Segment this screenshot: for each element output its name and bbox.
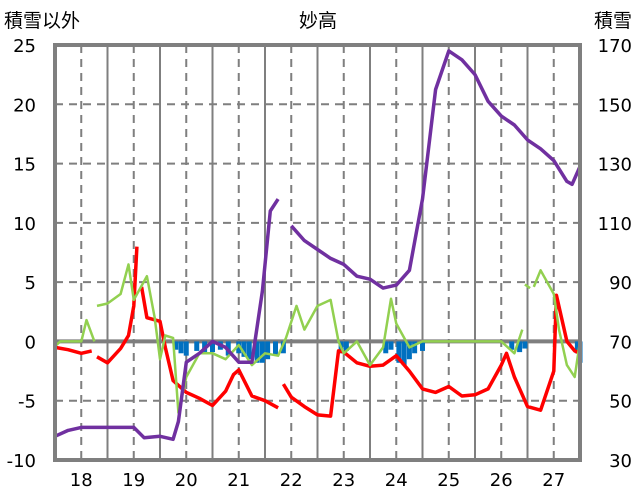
y-tick-label: 25 [13,36,36,57]
x-tick-label: 21 [227,470,250,491]
series-lines [54,49,582,442]
y2-tick-label: 90 [609,273,632,294]
precipitation-bar [173,341,179,350]
y2-tick-label: 50 [609,392,632,413]
precipitation-bar [236,341,242,354]
x-tick-label: 25 [437,470,460,491]
precipitation-bar [265,341,271,360]
precipitation-bar [241,341,247,357]
precipitation-bar [574,341,580,354]
precipitation-bar [210,341,215,353]
x-tick-label: 24 [385,470,408,491]
y-tick-label: -5 [18,392,36,413]
y2-tick-label: 150 [598,95,632,116]
precipitation-bar [517,341,523,353]
x-tick-label: 26 [490,470,513,491]
x-tick-label: 27 [542,470,565,491]
precipitation-bar [412,341,418,354]
precipitation-bar [509,341,515,350]
y2-tick-label: 70 [609,332,632,353]
y2-tick-label: 170 [598,36,632,57]
precipitation-bar [183,341,189,356]
left-axis-label: 積雪以外 [4,10,80,32]
chart-title: 妙高 [299,10,337,32]
right-axis-label: 積雪 [594,10,632,32]
x-tick-label: 20 [175,470,198,491]
y2-tick-label: 130 [598,155,632,176]
precipitation-bar [280,341,286,354]
precipitation-bar [343,341,349,351]
precipitation-bar [383,341,389,354]
x-tick-label: 22 [280,470,303,491]
x-tick-label: 18 [70,470,93,491]
precipitation-bar [406,341,412,360]
y-tick-label: 20 [13,95,36,116]
precipitation-bar [388,341,394,350]
y2-tick-label: 110 [598,214,632,235]
precipitation-bar [401,341,407,366]
grid [55,45,580,460]
precipitation-bar [254,341,260,363]
y-tick-label: 15 [13,155,36,176]
y-tick-label: -10 [7,451,36,472]
temperature-line [54,246,581,418]
precipitation-bar [273,341,278,356]
x-tick-label: 19 [122,470,145,491]
y-tick-label: 5 [25,273,36,294]
y2-tick-label: 30 [609,451,632,472]
x-tick-label: 23 [332,470,355,491]
y-tick-label: 10 [13,214,36,235]
wind-line [54,263,582,414]
snow_depth-line [54,49,582,442]
precipitation-bar [522,341,528,349]
precipitation-bar [420,341,425,351]
precipitation-bar [194,341,200,351]
precipitation-bar [396,341,402,363]
plot-frame [53,43,582,462]
precipitation-bar [178,341,184,354]
precipitation-bar [246,341,252,360]
y-tick-label: 0 [25,332,36,353]
precipitation-bar [259,341,265,363]
tick-labels: 18 19 20 21 22 23 24 25 26 272520151050-5-1017015… [7,36,632,491]
